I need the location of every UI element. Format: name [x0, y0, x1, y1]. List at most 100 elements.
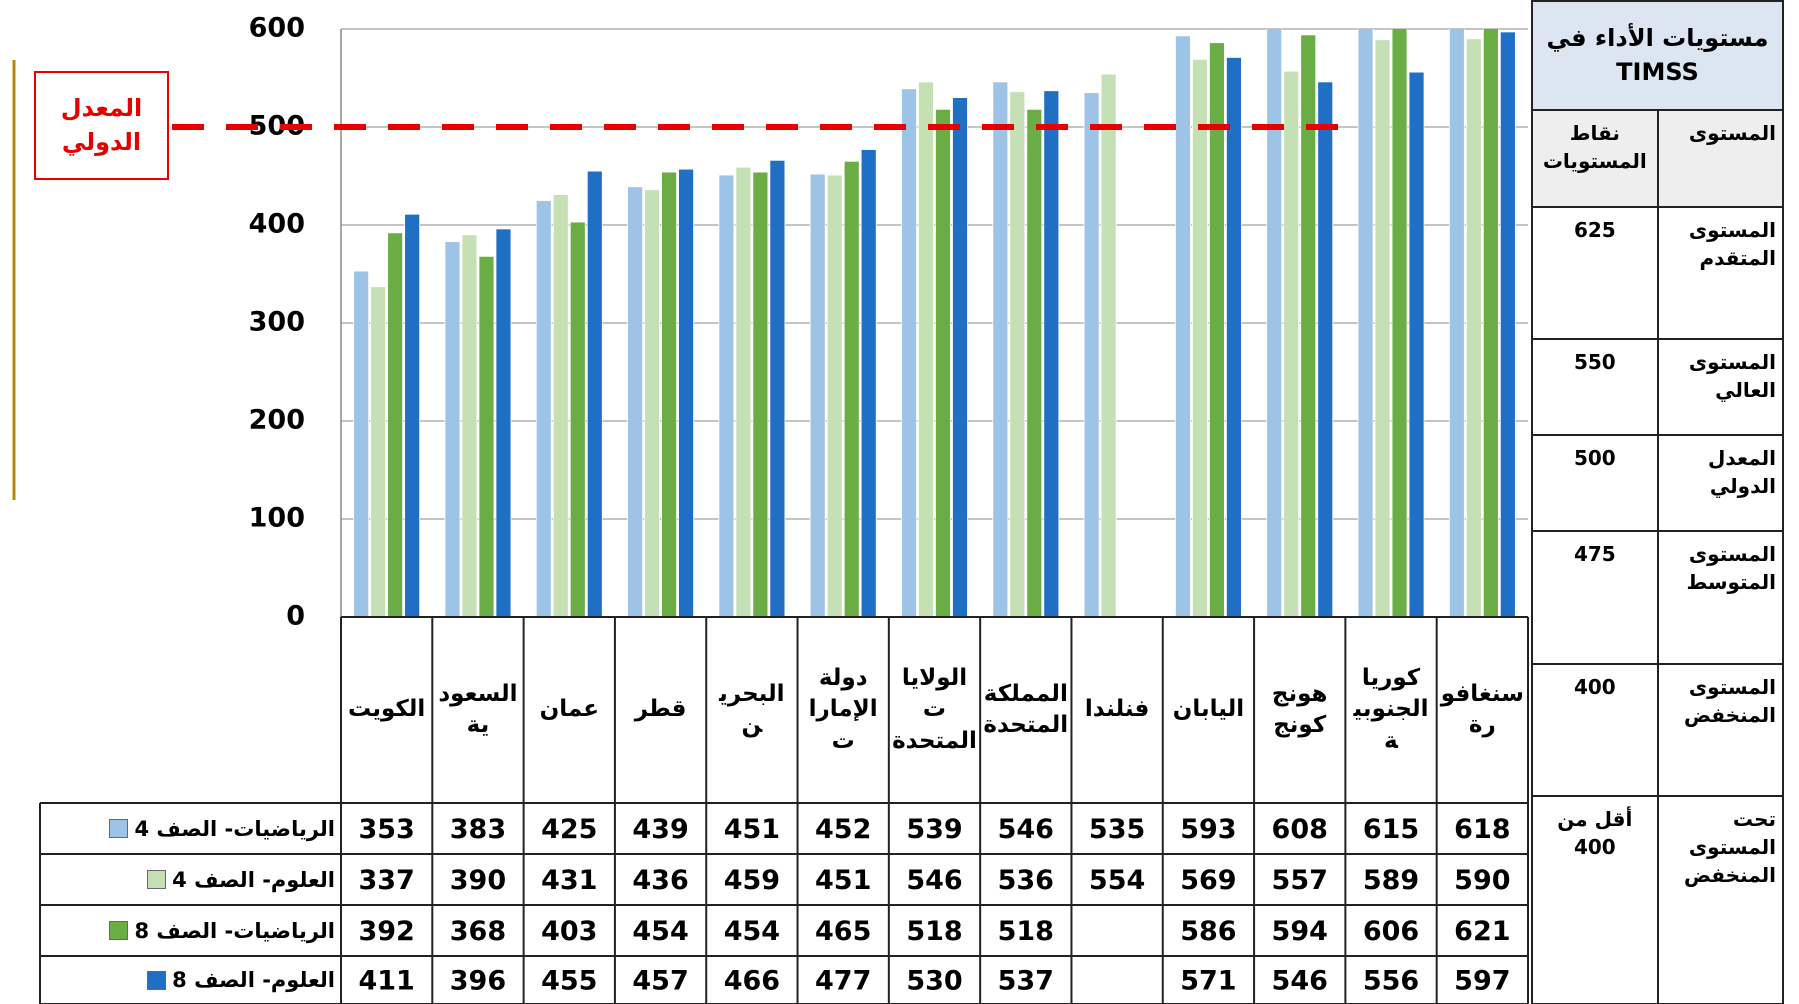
data-label: 425: [541, 814, 597, 845]
legend-label: الرياضيات- الصف 4: [134, 816, 335, 841]
bar: [1300, 34, 1317, 617]
legend-label: الرياضيات- الصف 8: [134, 918, 335, 943]
data-label: 390: [450, 865, 506, 896]
data-label: 518: [998, 916, 1054, 947]
data-label: 621: [1454, 916, 1510, 947]
data-label: 454: [724, 916, 780, 947]
data-label: 597: [1454, 966, 1510, 997]
data-label: 383: [450, 814, 506, 845]
y-tick-label: 600: [249, 13, 305, 44]
bar: [1283, 70, 1300, 617]
bar: [495, 228, 512, 617]
data-label: 466: [724, 966, 780, 997]
table-row: المستوى المتقدم 625: [1531, 206, 1785, 340]
x-tick-label: كوريا الجنوبية: [1353, 665, 1429, 754]
bar: [809, 173, 826, 617]
x-tick-label: المملكة المتحدة: [983, 680, 1069, 738]
data-label: 455: [541, 966, 597, 997]
table-cell: المستوى المتقدم: [1656, 206, 1785, 340]
data-label: 451: [724, 814, 780, 845]
bar: [1026, 108, 1043, 617]
table-cell: 550: [1531, 338, 1659, 436]
bar: [1209, 42, 1225, 617]
bar: [1043, 90, 1060, 617]
bar: [992, 81, 1009, 617]
legend-swatch: [109, 819, 129, 838]
table-row: المستوى المتوسط 475: [1531, 530, 1785, 665]
bar: [860, 149, 877, 617]
data-label: 556: [1363, 966, 1419, 997]
data-label: 392: [358, 916, 414, 947]
bar: [353, 270, 370, 617]
data-label: 465: [815, 916, 871, 947]
table-cell: تحت المستوى المنخفض: [1656, 795, 1785, 1004]
table-row: تحت المستوى المنخفض أقل من 400: [1531, 795, 1785, 1004]
x-tick-label: اليابان: [1172, 696, 1245, 723]
data-label: 454: [632, 916, 688, 947]
bar: [718, 174, 735, 617]
bar: [404, 213, 421, 617]
bar: [918, 81, 934, 617]
data-label: 451: [815, 865, 871, 896]
data-label: 546: [1272, 966, 1328, 997]
bar: [1100, 73, 1117, 617]
data-label: 590: [1454, 865, 1510, 896]
bar: [1374, 39, 1391, 617]
data-label: 403: [541, 916, 597, 947]
data-label: 539: [906, 814, 962, 845]
legend-swatch: [109, 921, 129, 940]
bar: [1391, 29, 1408, 617]
bar: [1317, 81, 1334, 617]
data-label: 554: [1089, 865, 1145, 896]
bars: [353, 29, 1516, 617]
x-tick-label: دولة الإمارات: [808, 665, 878, 754]
x-tick-label: هونج كونج: [1271, 680, 1328, 738]
bar: [444, 241, 461, 617]
data-label: 457: [632, 966, 688, 997]
data-label: 518: [906, 916, 962, 947]
data-label: 536: [998, 865, 1054, 896]
data-label: 368: [450, 916, 506, 947]
bar: [1175, 35, 1191, 617]
y-tick-label: 100: [249, 503, 305, 534]
bar: [569, 221, 586, 617]
bar: [461, 234, 478, 617]
bar: [1226, 57, 1242, 617]
bar: [478, 255, 495, 617]
y-tick-label: 200: [249, 405, 305, 436]
x-tick-label: قطر: [634, 696, 687, 723]
table-cell: 400: [1531, 663, 1659, 797]
table-title: مستويات الأداء في TIMSS: [1531, 0, 1784, 111]
bar: [843, 160, 860, 617]
bar: [535, 200, 552, 617]
data-label: 557: [1272, 865, 1328, 896]
data-label: 586: [1180, 916, 1236, 947]
data-label: 546: [998, 814, 1054, 845]
table-cell: المستوى المنخفض: [1656, 663, 1785, 797]
data-label: 594: [1272, 916, 1328, 947]
bar: [586, 170, 603, 617]
data-label: 459: [724, 865, 780, 896]
data-label: 608: [1272, 814, 1328, 845]
data-label: 571: [1180, 966, 1236, 997]
bar: [1482, 29, 1499, 617]
legend-swatch: [147, 970, 167, 990]
data-label: 396: [450, 966, 506, 997]
data-label: 569: [1180, 865, 1236, 896]
table-cell: 625: [1531, 206, 1659, 340]
bar: [1408, 71, 1425, 617]
y-tick-label: 300: [249, 307, 305, 338]
table-cell: أقل من 400: [1531, 795, 1659, 1004]
data-label: 436: [632, 865, 688, 896]
bar: [387, 232, 404, 617]
table-row: المستوى المنخفض 400: [1531, 663, 1785, 797]
bar: [769, 159, 786, 617]
legend-swatch: [147, 870, 167, 889]
data-label: 606: [1363, 916, 1419, 947]
data-label: 431: [541, 865, 597, 896]
bar: [678, 168, 694, 617]
bar: [1357, 29, 1374, 617]
table-row: المعدل الدولي 500: [1531, 434, 1785, 532]
bar: [752, 171, 769, 617]
